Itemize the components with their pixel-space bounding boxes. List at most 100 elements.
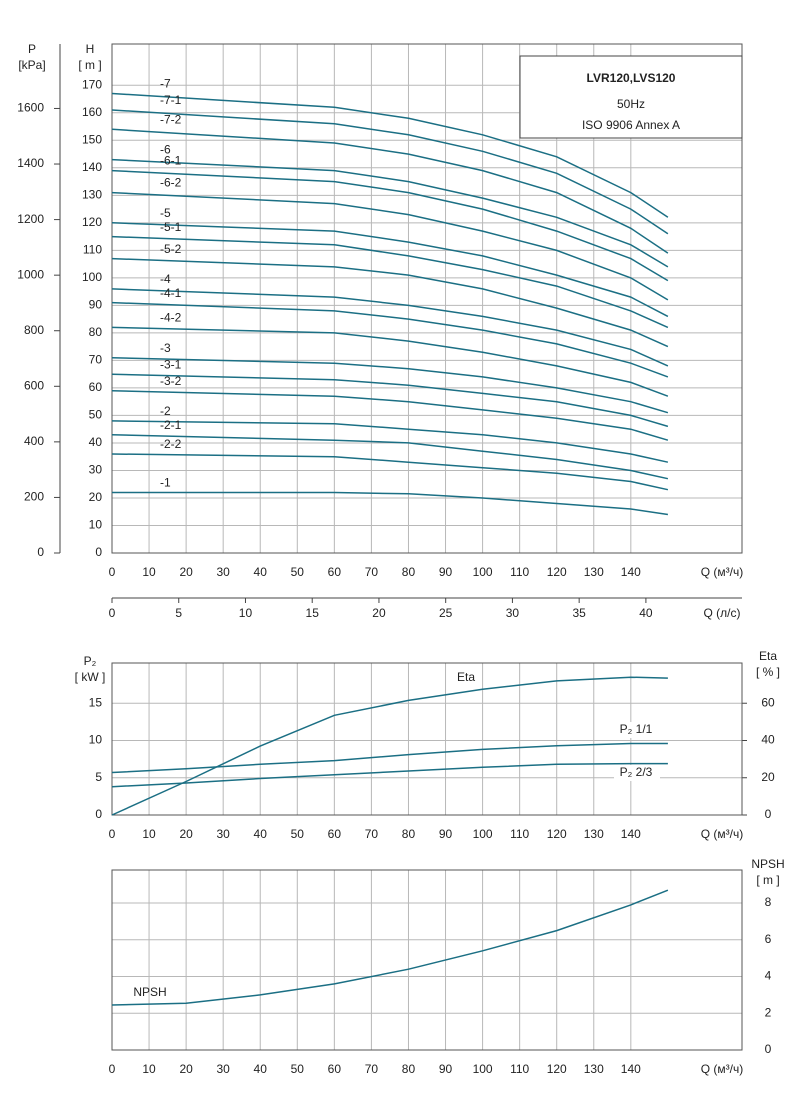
- x-tick-label: 10: [142, 827, 156, 841]
- curve: [111, 742, 668, 774]
- y-axis-unit: [ m ]: [756, 873, 779, 887]
- series-label: -6-1: [160, 154, 182, 168]
- x2-axis-title: Q (л/с): [704, 606, 741, 620]
- x-tick-label: 20: [179, 827, 193, 841]
- series-label: P₂ 1/1: [620, 722, 653, 736]
- annotation: ISO 9906 Annex A: [582, 118, 680, 132]
- series-label: -7: [160, 77, 171, 91]
- x-tick-label: 140: [621, 565, 641, 579]
- y-tick-label: 80: [89, 325, 103, 339]
- y-axis-title: H: [86, 42, 95, 56]
- x-tick-label: 120: [547, 827, 567, 841]
- x2-tick-label: 20: [372, 606, 386, 620]
- series-label: -2: [160, 404, 171, 418]
- curve: [111, 453, 669, 491]
- curve: [111, 356, 669, 414]
- y-tick-label: 150: [82, 132, 102, 146]
- series-label: -4-2: [160, 311, 182, 325]
- series-label: -6-2: [160, 176, 182, 190]
- chart-title: LVR120,LVS120: [587, 71, 676, 85]
- x-axis-title: Q (м³/ч): [701, 827, 744, 841]
- y-tick-label: 5: [95, 770, 102, 784]
- y2-tick-label: 600: [24, 378, 44, 392]
- y-axis-unit: [ kW ]: [75, 670, 106, 684]
- y-tick-label: 4: [765, 969, 772, 983]
- plot-border: [111, 43, 743, 554]
- x-tick-label: 70: [365, 1062, 379, 1076]
- series-label: -2-2: [160, 437, 182, 451]
- y-tick-label: 130: [82, 187, 102, 201]
- chart-subtitle: 50Hz: [617, 97, 645, 111]
- series-label: -4-1: [160, 286, 182, 300]
- x-tick-label: 40: [254, 1062, 268, 1076]
- series-label: NPSH: [133, 985, 166, 999]
- y2-tick-label: 200: [24, 490, 44, 504]
- y-tick-label: 10: [89, 733, 103, 747]
- series-label: -5-2: [160, 242, 182, 256]
- x-tick-label: 0: [109, 565, 116, 579]
- curve: [111, 373, 669, 428]
- label-bg: [614, 765, 660, 781]
- y-tick-label: 2: [765, 1005, 772, 1019]
- x-tick-label: 30: [216, 565, 230, 579]
- x-tick-label: 30: [216, 827, 230, 841]
- y2-tick-label: 0: [37, 545, 44, 559]
- curve: [111, 326, 669, 397]
- x-tick-label: 140: [621, 827, 641, 841]
- series-label: -5-1: [160, 220, 182, 234]
- series-label: Eta: [457, 670, 475, 684]
- label-bg: [614, 722, 660, 738]
- x-tick-label: 30: [216, 1062, 230, 1076]
- y2-tick-label: 1200: [17, 212, 44, 226]
- y2-tick-label: 800: [24, 323, 44, 337]
- x-tick-label: 20: [179, 565, 193, 579]
- y-axis-title: P₂: [84, 654, 97, 668]
- x-axis-title: Q (м³/ч): [701, 565, 744, 579]
- x-tick-label: 0: [109, 827, 116, 841]
- x-tick-label: 110: [510, 565, 529, 579]
- curve: [111, 433, 669, 480]
- y2-axis-unit: [kPa]: [18, 58, 45, 72]
- x2-tick-label: 0: [109, 606, 116, 620]
- y-tick-label: 6: [765, 932, 772, 946]
- x-tick-label: 10: [142, 1062, 156, 1076]
- series-label: -5: [160, 206, 171, 220]
- y-tick-label: 120: [82, 215, 102, 229]
- curve: [111, 92, 669, 218]
- y-tick-label: 40: [89, 435, 103, 449]
- x-tick-label: 10: [142, 565, 156, 579]
- curve: [111, 109, 669, 235]
- curve: [111, 257, 669, 348]
- y-tick-label: 60: [89, 380, 103, 394]
- x-tick-label: 50: [291, 565, 305, 579]
- curve: [112, 491, 669, 516]
- y2-tick-label: 400: [24, 434, 44, 448]
- curve: [111, 191, 669, 301]
- y2-axis-title: Eta: [759, 649, 777, 663]
- curve: [111, 222, 669, 318]
- x-tick-label: 100: [473, 565, 493, 579]
- x-tick-label: 100: [473, 827, 493, 841]
- y2-tick-label: 40: [761, 733, 775, 747]
- curve: [111, 762, 668, 788]
- y-tick-label: 70: [89, 353, 103, 367]
- x-tick-label: 20: [179, 1062, 193, 1076]
- series-label: -3: [160, 341, 171, 355]
- x-tick-label: 50: [291, 1062, 305, 1076]
- x2-tick-label: 15: [306, 606, 320, 620]
- plot-border: [111, 662, 743, 816]
- series-label: -6: [160, 143, 171, 157]
- x-tick-label: 120: [547, 565, 567, 579]
- x-tick-label: 40: [254, 565, 268, 579]
- y-tick-label: 90: [89, 298, 103, 312]
- x-tick-label: 60: [328, 827, 342, 841]
- plot-border: [111, 869, 743, 1051]
- x2-tick-label: 10: [239, 606, 253, 620]
- x-tick-label: 80: [402, 565, 416, 579]
- y-tick-label: 0: [765, 1042, 772, 1056]
- y2-tick-label: 0: [765, 807, 772, 821]
- x-tick-label: 60: [328, 1062, 342, 1076]
- y-axis-unit: [ m ]: [78, 58, 101, 72]
- y2-tick-label: 60: [761, 695, 775, 709]
- y2-tick-label: 1600: [17, 101, 44, 115]
